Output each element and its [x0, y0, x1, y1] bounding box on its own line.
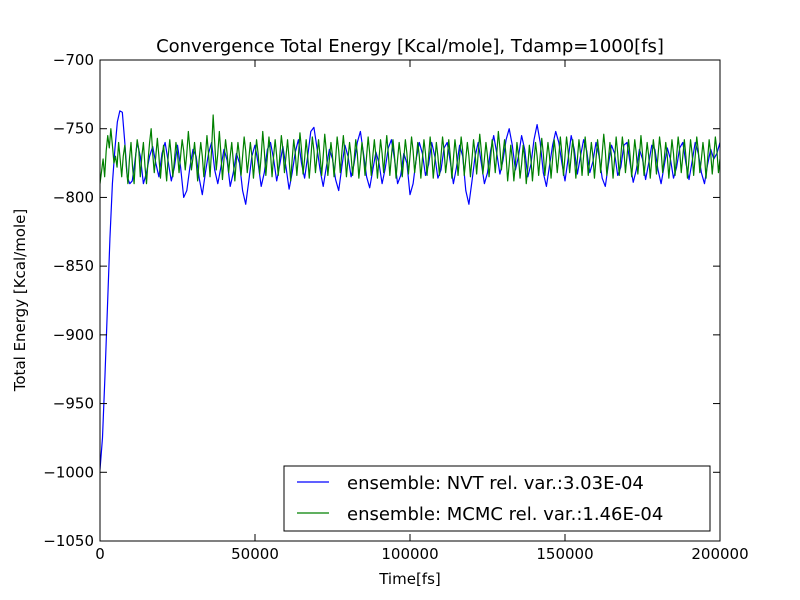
- plot-frame: [99, 59, 721, 542]
- y-axis-label: Total Energy [Kcal/mole]: [11, 209, 29, 392]
- y-tick-label: −1050: [43, 532, 94, 550]
- x-axis-label: Time[fs]: [378, 570, 441, 588]
- legend-label-nvt: ensemble: NVT rel. var.:3.03E-04: [347, 473, 644, 494]
- legend: ensemble: NVT rel. var.:3.03E-04 ensembl…: [283, 465, 711, 532]
- y-tick-label: −1000: [43, 463, 94, 481]
- x-tick-label: 100000: [381, 545, 438, 563]
- series-layer: [100, 110, 720, 470]
- y-tick-label: −900: [53, 326, 94, 344]
- x-tick-label: 0: [95, 545, 105, 563]
- series-line-mcmc: [100, 114, 720, 185]
- x-tick-label: 50000: [231, 545, 279, 563]
- x-tick-label: 200000: [691, 545, 748, 563]
- y-tick-label: −700: [53, 51, 94, 69]
- ticks-layer: 0 50000 100000 150000 200000 −1050 −1000 −950 −9…: [43, 51, 748, 563]
- y-tick-label: −800: [53, 188, 94, 206]
- y-tick-label: −750: [53, 120, 94, 138]
- legend-label-mcmc: ensemble: MCMC rel. var.:1.46E-04: [347, 504, 663, 525]
- y-tick-label: −950: [53, 395, 94, 413]
- legend-box: [283, 465, 711, 532]
- y-tick-label: −850: [53, 257, 94, 275]
- x-tick-label: 150000: [536, 545, 593, 563]
- chart-title: Convergence Total Energy [Kcal/mole], Td…: [156, 36, 664, 57]
